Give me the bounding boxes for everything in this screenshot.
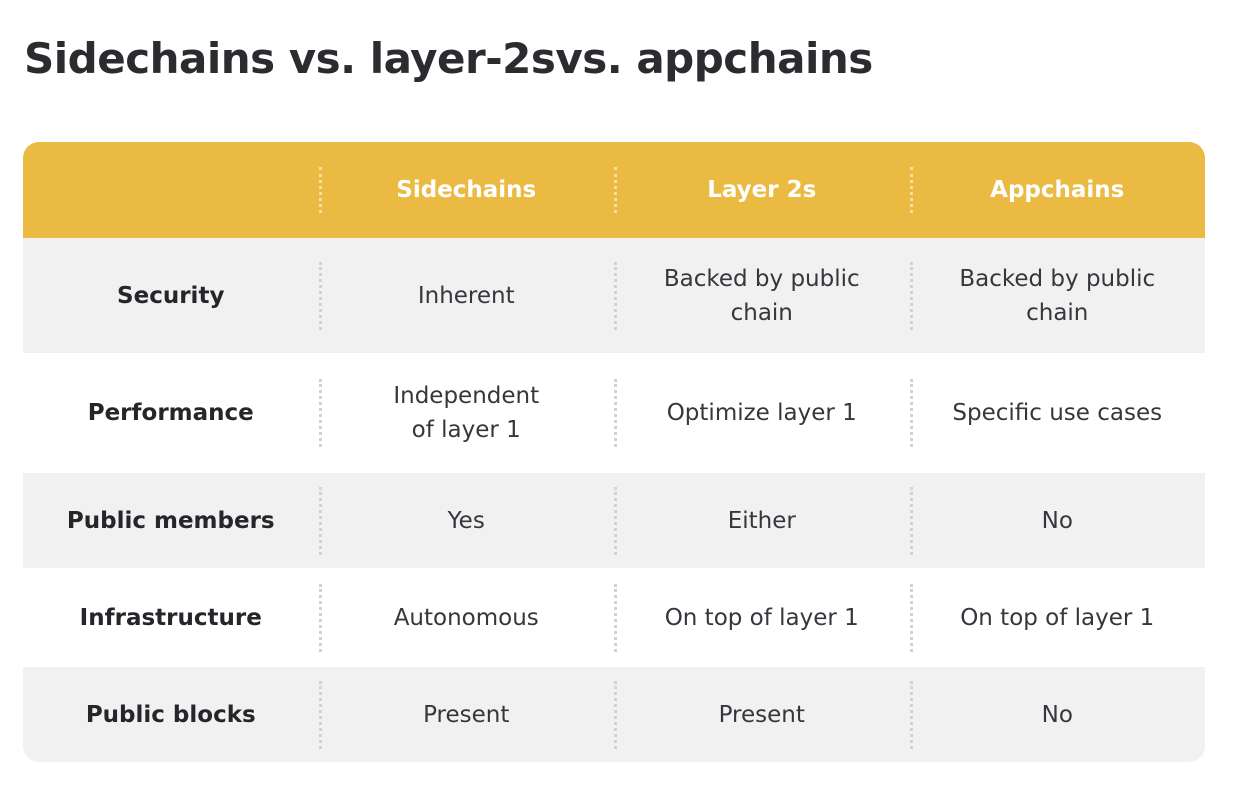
table-cell: Either: [614, 473, 910, 568]
table-cell: On top of layer 1: [614, 568, 910, 667]
cell-text: Inherent: [417, 282, 515, 309]
header-label: Layer 2s: [707, 177, 817, 203]
table-cell: Optimize layer 1: [614, 353, 910, 473]
cell-text: Specific use cases: [952, 400, 1163, 426]
column-divider: [614, 379, 617, 447]
table-cell: Specific use cases: [909, 353, 1206, 473]
table-cell: No: [909, 667, 1206, 762]
cell-text: Either: [727, 507, 796, 534]
column-divider: [318, 680, 322, 749]
table-cell: Autonomous: [318, 568, 615, 667]
table-cell: Inherent: [318, 238, 615, 353]
cell-text: On top of layer 1: [960, 604, 1155, 631]
table-cell: No: [909, 473, 1206, 568]
table-cell: Present: [318, 667, 615, 762]
table-row-public-blocks: Public blocks Present Present No: [23, 667, 1205, 762]
cell-text: Present: [423, 701, 510, 728]
column-divider: [614, 486, 617, 555]
column-divider: [909, 167, 913, 213]
column-divider: [318, 167, 322, 213]
column-divider: [318, 379, 322, 447]
header-cell-appchains: Appchains: [909, 142, 1206, 238]
page-title: Sidechains vs. layer-2svs. appchains: [24, 34, 873, 83]
table-cell: Independent of layer 1: [318, 353, 615, 473]
table-cell: On top of layer 1: [909, 568, 1206, 667]
cell-text: Optimize layer 1: [666, 400, 857, 426]
column-divider: [614, 261, 617, 330]
header-cell-empty: [23, 142, 319, 238]
comparison-table: Sidechains Layer 2s Appchains Security I…: [23, 142, 1205, 762]
column-divider: [909, 261, 913, 330]
row-label: Security: [117, 282, 225, 309]
cell-text: No: [1041, 701, 1073, 728]
table-cell: Yes: [318, 473, 615, 568]
header-label: Sidechains: [396, 177, 537, 203]
column-divider: [614, 680, 617, 749]
table-header-row: Sidechains Layer 2s Appchains: [23, 142, 1205, 238]
column-divider: [909, 583, 913, 652]
row-label: Public members: [66, 507, 275, 534]
cell-text: Independent of layer 1: [393, 383, 540, 443]
cell-text: No: [1041, 507, 1073, 534]
table-row-performance: Performance Independent of layer 1 Optim…: [23, 353, 1205, 473]
header-label: Appchains: [990, 177, 1125, 203]
column-divider: [318, 261, 322, 330]
row-label: Infrastructure: [79, 604, 262, 631]
cell-text: Autonomous: [393, 604, 539, 631]
cell-text: Present: [718, 701, 805, 728]
table-row-security: Security Inherent Backed by public chain…: [23, 238, 1205, 353]
column-divider: [614, 167, 617, 213]
table-cell: Backed by public chain: [909, 238, 1206, 353]
cell-text: On top of layer 1: [664, 604, 859, 631]
column-divider: [318, 583, 322, 652]
row-label: Performance: [87, 400, 254, 426]
cell-text: Yes: [447, 507, 485, 534]
cell-text: Backed by public chain: [663, 265, 860, 326]
table-cell: Backed by public chain: [614, 238, 910, 353]
cell-text: Backed by public chain: [959, 265, 1156, 326]
table-row-public-members: Public members Yes Either No: [23, 473, 1205, 568]
column-divider: [614, 583, 617, 652]
column-divider: [318, 486, 322, 555]
header-cell-sidechains: Sidechains: [318, 142, 615, 238]
column-divider: [909, 379, 913, 447]
row-label: Public blocks: [85, 701, 256, 728]
column-divider: [909, 486, 913, 555]
table-cell: Present: [614, 667, 910, 762]
column-divider: [909, 680, 913, 749]
header-cell-layer-2s: Layer 2s: [614, 142, 910, 238]
table-row-infrastructure: Infrastructure Autonomous On top of laye…: [23, 568, 1205, 667]
